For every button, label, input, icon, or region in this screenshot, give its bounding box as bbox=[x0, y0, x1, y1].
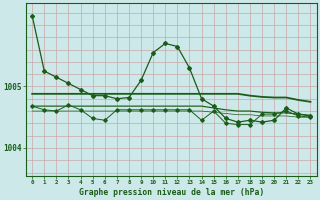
X-axis label: Graphe pression niveau de la mer (hPa): Graphe pression niveau de la mer (hPa) bbox=[79, 188, 264, 197]
